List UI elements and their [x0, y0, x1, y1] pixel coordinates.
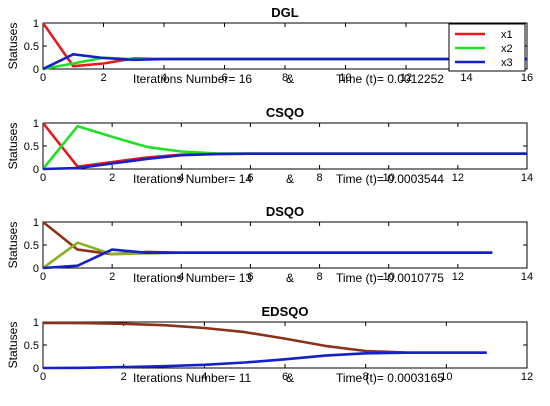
x-tick-label: 14 [521, 172, 533, 184]
panel-dsqo: DSQO 0 2 4 6 8 10 12 14 0 0.5 1 Statuses Iterations N… [6, 204, 533, 285]
series-line-x3 [43, 152, 527, 171]
x-tick-label: 0 [40, 371, 46, 383]
series-line-x3 [43, 52, 527, 71]
y-tick-label: 1 [33, 118, 39, 130]
time-label: Time (t)= 0.0003544 [336, 172, 444, 186]
x-tick-label: 12 [521, 371, 533, 383]
series-line-x1 [43, 122, 527, 168]
x-tick-label: 10 [339, 72, 351, 84]
x-tick-label: 8 [317, 271, 323, 283]
iterations-label: Iterations Number= 13 [133, 271, 252, 285]
axes-box [42, 221, 528, 269]
iterations-label: Iterations Number= 11 [133, 371, 251, 385]
iterations-label: Iterations Number= 16 [133, 72, 252, 86]
x-tick-label: 0 [40, 172, 46, 184]
ampersand-label: & [286, 271, 294, 285]
x-tick-label: 10 [383, 172, 395, 184]
time-label: Time (t)= 0.0003165 [336, 371, 444, 385]
y-tick-label: 0 [33, 164, 39, 176]
legend-label-x2: x2 [501, 43, 513, 55]
y-tick-label: 1 [33, 317, 39, 329]
y-tick-label: 0 [33, 64, 39, 76]
x-tick-label: 6 [282, 371, 288, 383]
series-line-x2 [43, 241, 493, 270]
x-tick-label: 10 [440, 371, 452, 383]
x-tick-label: 14 [521, 271, 533, 283]
panel-csqo: CSQO 0 2 4 6 8 10 12 14 0 0.5 1 Statuses Iterations N… [6, 105, 533, 186]
x-tick-label: 2 [121, 371, 127, 383]
time-label: Time (t)= 0.0012252 [336, 72, 444, 86]
x-tick-label: 12 [452, 172, 464, 184]
panel-title: CSQO [266, 105, 304, 120]
ampersand-label: & [286, 72, 294, 86]
x-tick-label: 6 [247, 172, 253, 184]
y-tick-label: 0 [33, 363, 39, 375]
x-tick-label: 4 [178, 172, 184, 184]
x-tick-label: 8 [363, 371, 369, 383]
y-tick-label: 0.5 [24, 141, 39, 153]
x-tick-label: 2 [109, 271, 115, 283]
series-line-x3 [43, 351, 487, 370]
time-label: Time (t)= 0.0010775 [336, 271, 444, 285]
y-tick-label: 0.5 [24, 340, 39, 352]
series-line-x1 [43, 321, 487, 355]
y-axis-label: Statuses [6, 23, 20, 70]
x-tick-label: 6 [247, 271, 253, 283]
x-tick-label: 16 [521, 72, 533, 84]
y-axis-label: Statuses [6, 123, 20, 170]
legend: x1 x2 x3 [448, 23, 526, 72]
x-tick-label: 0 [40, 271, 46, 283]
x-tick-label: 10 [383, 271, 395, 283]
x-tick-label: 8 [282, 72, 288, 84]
x-tick-label: 14 [460, 72, 472, 84]
x-tick-label: 12 [452, 271, 464, 283]
ampersand-label: & [286, 172, 294, 186]
x-tick-label: 4 [161, 72, 167, 84]
panel-title: DGL [271, 5, 299, 20]
legend-label-x1: x1 [501, 29, 513, 41]
series-line-x3 [43, 248, 493, 270]
x-tick-label: 12 [400, 72, 412, 84]
y-tick-label: 0 [33, 263, 39, 275]
iterations-label: Iterations Number= 14 [133, 172, 252, 186]
x-tick-label: 2 [109, 172, 115, 184]
axes-box [42, 321, 528, 369]
panel-title: EDSQO [262, 304, 309, 319]
y-axis-label: Statuses [6, 322, 20, 369]
x-tick-label: 4 [201, 371, 207, 383]
x-tick-label: 2 [100, 72, 106, 84]
panel-dgl: DGL 0 2 4 6 8 10 12 14 16 0 0.5 1 Statuses Iterations … [6, 5, 533, 86]
panel-edsqo: EDSQO 0 2 4 6 8 10 12 0 0.5 1 Statuses Iterations Nu… [6, 304, 533, 385]
x-tick-label: 6 [221, 72, 227, 84]
y-axis-label: Statuses [6, 222, 20, 269]
legend-label-x3: x3 [501, 57, 513, 69]
y-tick-label: 0.5 [24, 41, 39, 53]
x-tick-label: 0 [40, 72, 46, 84]
y-tick-label: 1 [33, 18, 39, 30]
x-tick-label: 4 [178, 271, 184, 283]
ampersand-label: & [286, 371, 294, 385]
panel-title: DSQO [266, 204, 304, 219]
x-tick-label: 8 [317, 172, 323, 184]
y-tick-label: 1 [33, 217, 39, 229]
y-tick-label: 0.5 [24, 240, 39, 252]
